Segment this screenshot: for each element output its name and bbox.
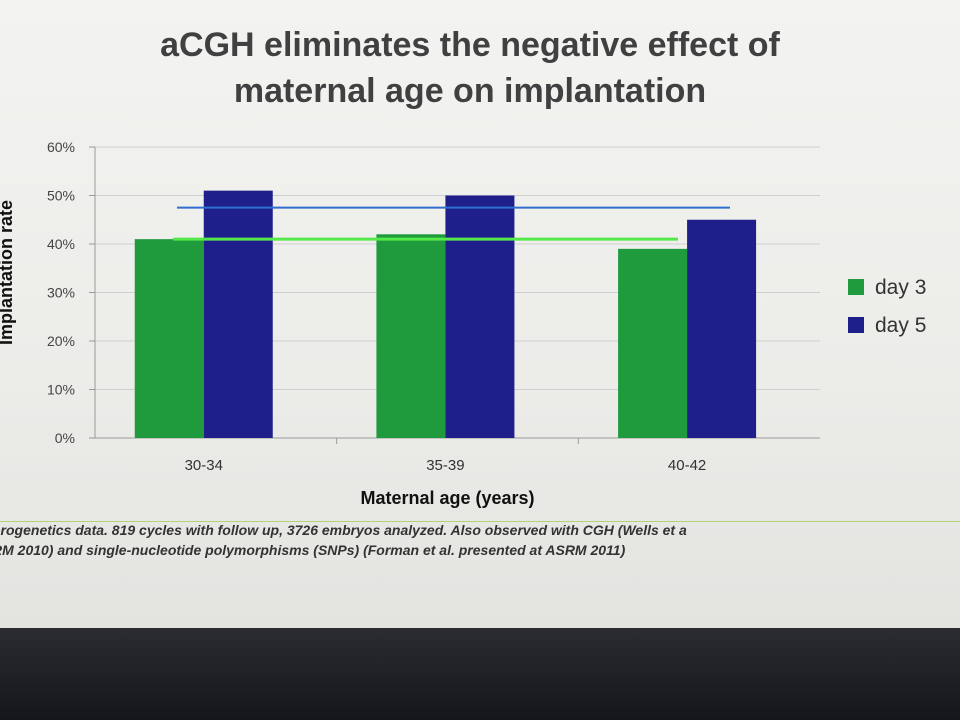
x-tick-label: 30-34 xyxy=(185,457,223,474)
y-tick-label: 60% xyxy=(47,139,75,155)
bar-day-5-35-39 xyxy=(445,195,515,438)
footnote-line-1: progenetics data. 819 cycles with follow… xyxy=(0,522,687,538)
y-tick-label: 10% xyxy=(47,382,75,398)
x-tick-label: 35-39 xyxy=(426,457,464,474)
monitor-bezel xyxy=(0,628,960,720)
slide-title: aCGH eliminates the negative effect of m… xyxy=(60,22,880,114)
slide-title-line-1: aCGH eliminates the negative effect of xyxy=(160,26,780,64)
y-tick-label: 40% xyxy=(47,236,75,252)
footnote-line-2: RM 2010) and single-nucleotide polymorph… xyxy=(0,542,626,558)
x-tick-label: 40-42 xyxy=(668,457,706,474)
bar-day-3-30-34 xyxy=(134,239,204,438)
footnote: progenetics data. 819 cycles with follow… xyxy=(0,520,960,560)
y-tick-label: 30% xyxy=(47,285,75,301)
legend-label: day 5 xyxy=(875,314,926,337)
legend-swatch xyxy=(848,317,864,333)
y-tick-label: 50% xyxy=(47,188,75,204)
slide-title-line-2: maternal age on implantation xyxy=(233,72,707,110)
bar-day-5-30-34 xyxy=(203,190,273,438)
bar-chart: 0% 10% 20% 30% 40% 50% 60% 30-34 35-39 40-42 Mater… xyxy=(0,139,926,508)
bar-day-5-40-42 xyxy=(687,219,757,438)
y-axis-title: Implantation rate xyxy=(0,200,16,345)
legend-label: day 3 xyxy=(875,276,926,299)
x-axis-title: Maternal age (years) xyxy=(360,488,534,508)
bar-day-3-40-42 xyxy=(618,248,688,438)
y-tick-label: 0% xyxy=(55,430,75,446)
bar-day-3-35-39 xyxy=(376,234,446,438)
legend-swatch xyxy=(848,279,864,295)
footnote-divider xyxy=(0,521,960,522)
y-tick-label: 20% xyxy=(47,333,75,349)
